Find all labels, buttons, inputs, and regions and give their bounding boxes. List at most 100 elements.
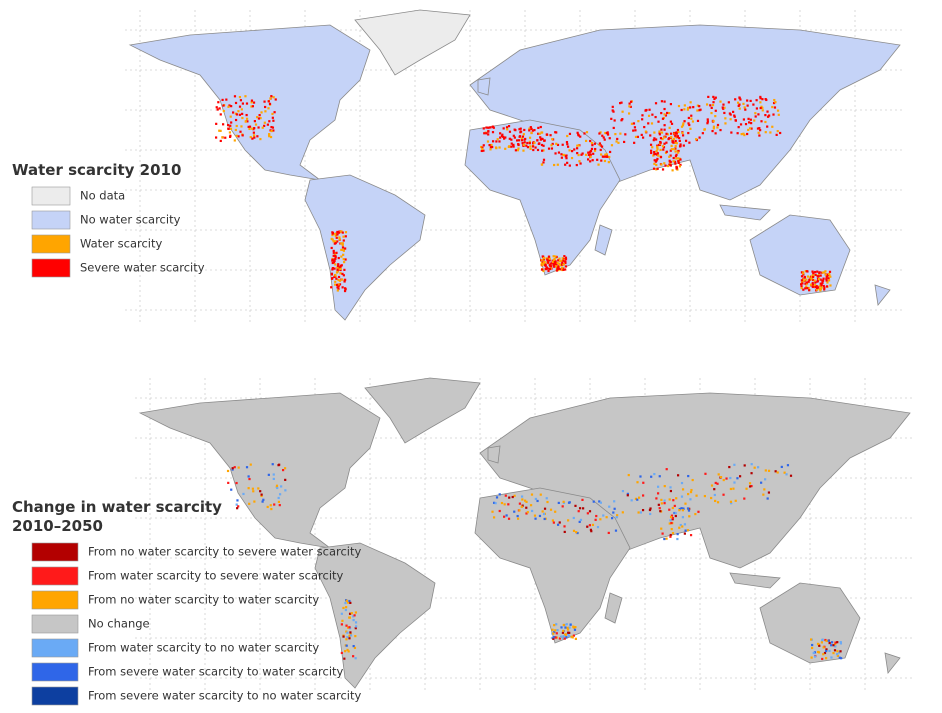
spot — [558, 637, 562, 640]
spot — [270, 129, 273, 133]
spot — [742, 102, 745, 105]
spot — [567, 519, 570, 522]
spot — [703, 128, 706, 131]
spot — [740, 132, 743, 136]
spot — [759, 97, 762, 100]
spot — [832, 644, 835, 647]
spot — [589, 139, 592, 143]
spot — [226, 469, 230, 473]
spot — [837, 651, 841, 654]
spot — [576, 531, 579, 535]
spot — [710, 106, 713, 109]
spot — [524, 137, 527, 141]
spot — [808, 278, 811, 282]
spot — [231, 468, 234, 471]
spot — [548, 259, 551, 262]
spot — [340, 242, 343, 245]
spot — [661, 145, 665, 148]
spot — [669, 149, 672, 152]
spot — [549, 508, 553, 511]
spot — [259, 137, 262, 141]
spot — [658, 130, 661, 133]
spot — [334, 257, 337, 260]
spot — [513, 136, 516, 139]
spot — [346, 636, 349, 639]
spot — [604, 131, 607, 135]
spot — [828, 641, 831, 645]
spot — [217, 101, 220, 104]
spot — [338, 236, 341, 239]
spot — [516, 139, 519, 142]
greenland — [354, 9, 471, 76]
spot — [805, 278, 808, 281]
spot — [539, 125, 542, 129]
spot — [264, 110, 267, 113]
spot — [805, 281, 808, 284]
spot — [656, 152, 659, 155]
spot — [579, 162, 582, 165]
spot — [560, 635, 563, 638]
spot — [578, 160, 581, 163]
spot — [554, 636, 557, 639]
spot — [337, 283, 340, 286]
spot — [808, 289, 811, 292]
spot — [337, 287, 340, 290]
spot — [569, 623, 572, 626]
spot — [766, 110, 769, 113]
spot — [665, 537, 668, 540]
spot — [641, 118, 644, 121]
spot — [344, 288, 347, 291]
spot — [333, 242, 336, 245]
spot — [827, 277, 830, 280]
spot — [241, 102, 245, 105]
spot — [513, 494, 516, 497]
spot — [262, 498, 265, 501]
spot — [839, 650, 842, 653]
spot — [687, 474, 690, 478]
spot — [807, 286, 810, 290]
spot — [571, 636, 574, 639]
spot — [566, 161, 569, 164]
spot — [632, 129, 635, 132]
spot — [241, 116, 244, 120]
spot — [663, 502, 666, 505]
spot — [334, 232, 337, 236]
spot — [824, 638, 827, 642]
spot — [665, 141, 668, 144]
spot — [659, 156, 663, 159]
spot — [811, 275, 815, 279]
spot — [811, 270, 814, 273]
spot — [752, 103, 755, 106]
spot — [719, 476, 723, 479]
spot — [516, 517, 520, 520]
spot — [573, 628, 577, 631]
spot — [558, 257, 561, 260]
spot — [482, 127, 485, 130]
spot — [576, 131, 579, 134]
spot — [743, 497, 746, 500]
spot — [611, 105, 614, 108]
spot — [554, 255, 557, 258]
spot — [801, 282, 804, 285]
spot — [764, 478, 767, 481]
spot — [668, 498, 671, 501]
spot — [521, 142, 524, 145]
spot — [615, 140, 618, 143]
spot — [670, 514, 674, 517]
spot — [696, 109, 699, 112]
spot — [683, 104, 686, 107]
spot — [663, 162, 666, 165]
spot — [341, 272, 344, 276]
spot — [777, 113, 780, 116]
spot — [247, 125, 250, 129]
spot — [800, 279, 803, 282]
spot — [257, 487, 260, 490]
spot — [545, 497, 548, 500]
spot — [633, 141, 636, 144]
spot — [577, 510, 580, 513]
spot — [766, 115, 770, 118]
spot — [568, 164, 571, 167]
spot — [669, 160, 672, 164]
spot — [540, 131, 544, 134]
spot — [334, 283, 337, 286]
